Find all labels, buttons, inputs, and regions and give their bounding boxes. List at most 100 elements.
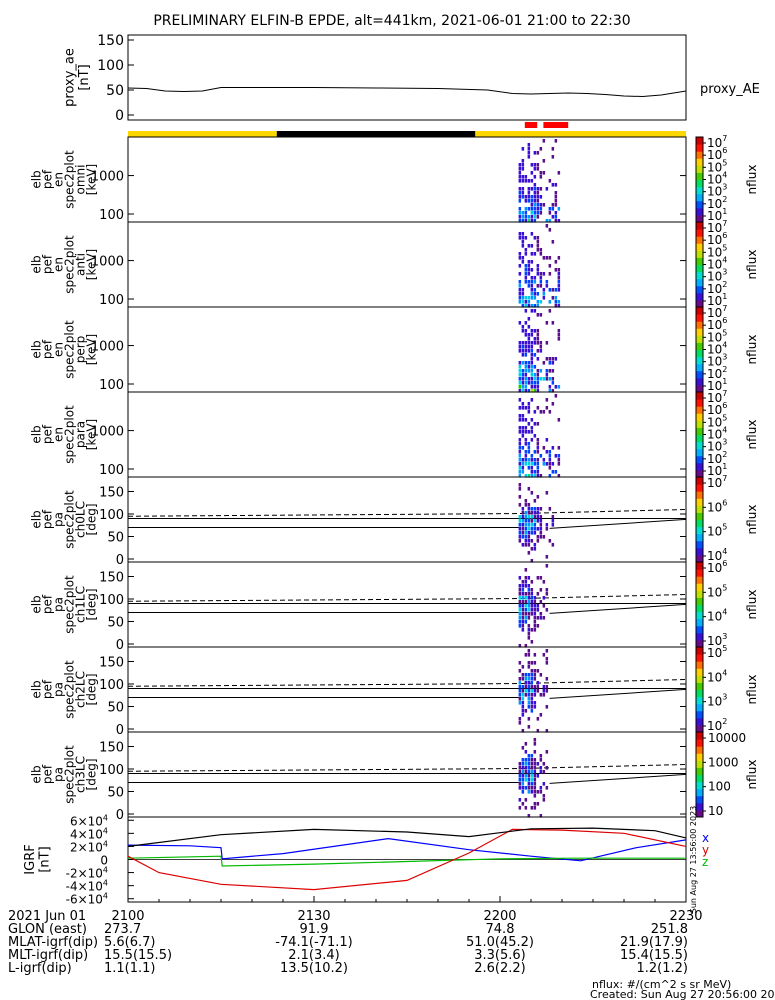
spectrogram-pixel xyxy=(521,604,525,608)
spectrogram-pixel xyxy=(557,284,561,288)
spectrogram-pixel xyxy=(554,304,558,308)
spectrogram-pixel xyxy=(527,446,531,450)
spectrogram-pixel xyxy=(557,329,561,333)
ephemeris-value: 51.0(45.2) xyxy=(466,935,534,950)
spectrogram-pixel xyxy=(533,175,537,179)
proxy-ae-legend: proxy_AE xyxy=(700,82,760,97)
ytick-label: 150 xyxy=(99,486,124,501)
colorbar-segment xyxy=(696,647,703,655)
spectrogram-pixel xyxy=(524,535,528,539)
spectrogram-pixel xyxy=(521,511,525,515)
spectrogram-pixel xyxy=(518,292,522,296)
spectrogram-pixel xyxy=(518,438,522,442)
spectrogram-pixel xyxy=(539,693,543,697)
spectrogram-pixel xyxy=(518,385,522,389)
spectrogram-pixel xyxy=(527,600,531,604)
colorbar-segment xyxy=(696,739,703,747)
spectrogram-pixel xyxy=(533,507,537,511)
spectrogram-pixel xyxy=(533,211,537,215)
spectrogram-pixel xyxy=(530,373,534,377)
spectrogram-pixel xyxy=(530,365,534,369)
spectrogram-pixel xyxy=(539,616,543,620)
loss-cone-line xyxy=(549,773,687,784)
spectrogram-pixel xyxy=(521,466,525,470)
spectrogram-pixel xyxy=(530,341,534,345)
spectrogram-pixel xyxy=(530,580,534,584)
spectrogram-pixel xyxy=(527,535,531,539)
spectrogram-pixel xyxy=(551,240,555,244)
spectrogram-pixel xyxy=(524,450,528,454)
spectrogram-pixel xyxy=(521,689,525,693)
spectrogram-pixel xyxy=(536,406,540,410)
spectrogram-pixel xyxy=(527,778,531,782)
colorbar-segment xyxy=(696,229,703,237)
spectrogram-pixel xyxy=(527,790,531,794)
spectrogram-pixel xyxy=(524,616,528,620)
spectrogram-pixel xyxy=(527,539,531,543)
spectrogram-pixel xyxy=(524,499,528,503)
proxy-ae-ytick-label: 50 xyxy=(106,83,124,99)
spectrogram-pixel xyxy=(533,790,537,794)
colorbar-segment xyxy=(696,547,703,556)
spectrogram-pixel xyxy=(536,604,540,608)
panel-igrf: -6×104-4×104-2×10402×1044×1046×104IGRF[n… xyxy=(23,813,709,906)
colorbar-segment xyxy=(696,193,703,202)
spectrogram-pixel xyxy=(518,377,522,381)
spectrogram-pixel xyxy=(524,681,528,685)
spectrogram-pixel xyxy=(542,685,546,689)
spectrogram-pixel xyxy=(545,491,549,495)
spectrogram-pixel xyxy=(536,535,540,539)
spectrogram-pixel xyxy=(530,284,534,288)
igrf-ytick-times: ×10 xyxy=(78,893,103,907)
spectrogram-pixel xyxy=(524,438,528,442)
spectrogram-pixel xyxy=(527,584,531,588)
spectrogram-pixel xyxy=(551,389,555,393)
spectrogram-pixel xyxy=(536,357,540,361)
spectrogram-pixel xyxy=(524,272,528,276)
panel-ylabel-line: pa xyxy=(51,512,65,527)
panel-ylabel-line: elb xyxy=(29,255,43,273)
spectrogram-pixel xyxy=(518,406,522,410)
panel-ylabel-line: [deg] xyxy=(85,674,99,706)
spectrogram-pixel xyxy=(524,236,528,240)
x-tick-label: 2100 xyxy=(111,909,144,924)
colorbar-segment xyxy=(696,257,703,265)
spectrogram-pixel xyxy=(518,215,522,219)
spectrogram-pixel xyxy=(518,624,522,628)
ephemeris-value: 1.2(1.2) xyxy=(637,961,689,976)
spectrogram-pixel xyxy=(518,430,522,434)
spectrogram-pixel xyxy=(527,758,531,762)
spectrogram-pixel xyxy=(536,576,540,580)
spectrogram-pixel xyxy=(518,519,522,523)
spectrogram-pixel xyxy=(545,341,549,345)
colorbar-segment xyxy=(696,696,703,705)
spectrogram-pixel xyxy=(548,466,552,470)
spectrogram-pixel xyxy=(530,559,534,563)
spectrogram-pixel xyxy=(551,296,555,300)
colorbar-segment xyxy=(696,370,703,379)
ytick-label: 50 xyxy=(107,616,124,631)
spectrogram-pixel xyxy=(518,798,522,802)
spectrogram-pixel xyxy=(527,296,531,300)
spectrogram-pixel xyxy=(548,300,552,304)
spectrogram-pixel xyxy=(518,697,522,701)
spectrogram-pixel xyxy=(545,786,549,790)
spectrogram-pixel xyxy=(524,596,528,600)
spectrogram-pixel xyxy=(551,155,555,159)
ytick-label: 100 xyxy=(99,508,124,523)
x-tick-label: 2200 xyxy=(483,909,516,924)
spectrogram-pixel xyxy=(527,693,531,697)
spectrogram-pixel xyxy=(539,814,543,818)
spectrogram-pixel xyxy=(524,406,528,410)
footer-created: Created: Sun Aug 27 20:56:00 2023 xyxy=(590,988,775,1000)
spectrogram-pixel xyxy=(521,665,525,669)
spectrogram-pixel xyxy=(518,616,522,620)
spectrogram-pixel xyxy=(521,588,525,592)
spectrogram-pixel xyxy=(533,203,537,207)
spectrogram-pixel xyxy=(527,543,531,547)
spectrogram-pixel xyxy=(533,661,537,665)
spectrogram-pixel xyxy=(542,596,546,600)
spectrogram-pixel xyxy=(533,377,537,381)
spectrogram-pixel xyxy=(527,519,531,523)
spectrogram-pixel xyxy=(542,462,546,466)
